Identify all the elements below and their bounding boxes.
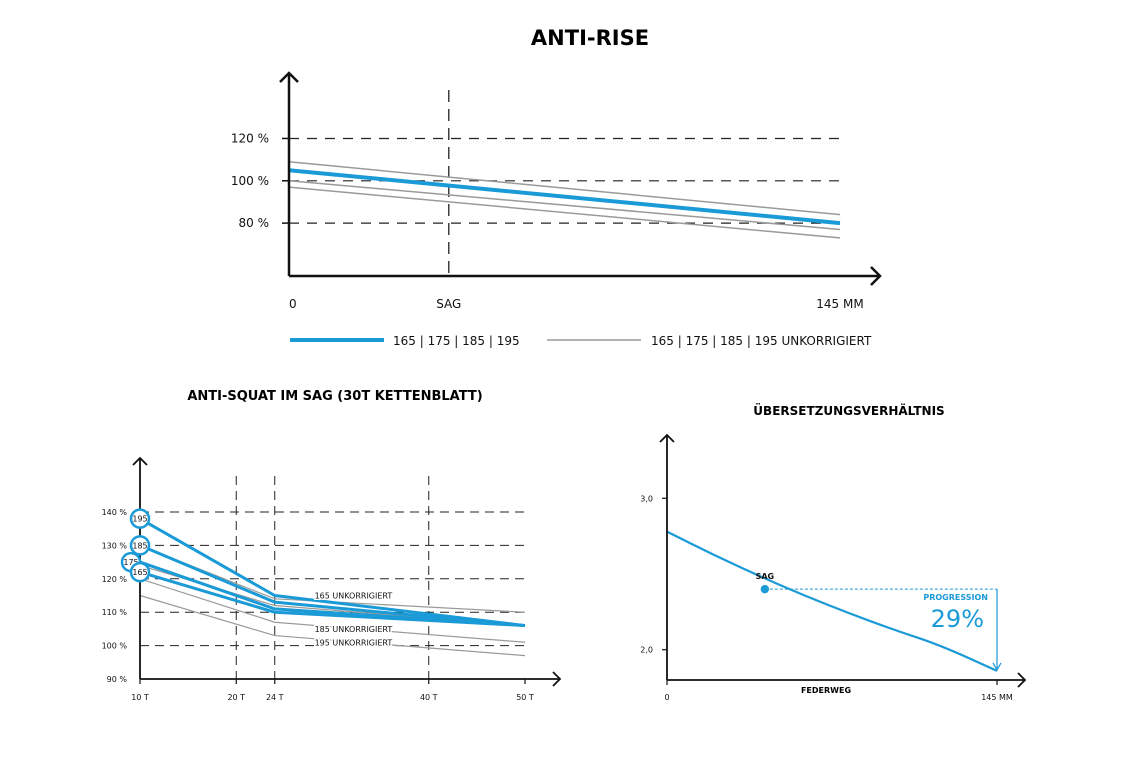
x-tick-label-0: 0 bbox=[664, 693, 669, 702]
y-tick-label-140: 140 % bbox=[102, 508, 128, 517]
x-tick-label-2: 24 T bbox=[266, 693, 284, 702]
y-tick-label-100: 100 % bbox=[231, 174, 269, 188]
x-axis-arrow bbox=[1017, 672, 1027, 688]
ratio-title: ÜBERSETZUNGSVERHÄLTNIS bbox=[753, 403, 944, 418]
anti-rise-chart: ANTI-RISE 80 % 100 % 120 % 0 SAG 145 MM 165 |… bbox=[231, 26, 882, 348]
marker-195 bbox=[129, 508, 151, 529]
series-line-165-7 bbox=[139, 570, 526, 628]
y-axis-arrow bbox=[132, 456, 148, 466]
ratio-curve bbox=[666, 530, 998, 672]
sag-point bbox=[760, 584, 770, 594]
marker-label-175: 175 bbox=[123, 558, 138, 567]
y-tick-label-80: 80 % bbox=[239, 216, 270, 230]
annotation-1: 185 UNKORRIGIERT bbox=[315, 625, 393, 634]
y-tick-label-1: 3,0 bbox=[640, 494, 653, 503]
annotation-2: 195 UNKORRIGIERT bbox=[315, 638, 393, 647]
x-tick-label-4: 50 T bbox=[516, 693, 534, 702]
sag-label: SAG bbox=[756, 572, 775, 581]
legend-corrected-label: 165 | 175 | 185 | 195 bbox=[393, 334, 520, 348]
anti-rise-title: ANTI-RISE bbox=[531, 26, 649, 50]
x-tick-label-1: SAG bbox=[436, 297, 461, 311]
x-tick-label-3: 40 T bbox=[420, 693, 438, 702]
progression-value: 29% bbox=[931, 605, 984, 633]
x-tick-label-1: 145 MM bbox=[981, 693, 1013, 702]
y-tick-label-100: 100 % bbox=[102, 642, 128, 651]
y-axis-arrow bbox=[279, 71, 299, 83]
legend-uncorrected-label: 165 | 175 | 185 | 195 UNKORRIGIERT bbox=[651, 334, 872, 348]
series-line-185-unkorrigiert-2 bbox=[139, 578, 526, 643]
x-axis-arrow bbox=[552, 671, 562, 687]
y-tick-label-90: 90 % bbox=[107, 675, 128, 684]
x-axis-arrow bbox=[870, 266, 882, 286]
y-tick-label-130: 130 % bbox=[102, 541, 128, 550]
series-line-uncorrected-0 bbox=[288, 161, 841, 216]
y-axis-arrow bbox=[659, 433, 675, 443]
progression-label: PROGRESSION bbox=[923, 593, 988, 602]
x-tick-label-1: 20 T bbox=[227, 693, 245, 702]
anti-squat-title: ANTI-SQUAT IM SAG (30T KETTENBLATT) bbox=[187, 389, 482, 404]
marker-label-185: 185 bbox=[132, 541, 147, 550]
y-tick-label-120: 120 % bbox=[102, 575, 128, 584]
progression-arrow-head bbox=[992, 662, 1002, 672]
series-line-195-4 bbox=[139, 517, 526, 628]
series-line-185-5 bbox=[139, 544, 526, 628]
y-tick-label-0: 2,0 bbox=[640, 646, 653, 655]
x-tick-label-0: 10 T bbox=[131, 693, 149, 702]
marker-165 bbox=[129, 561, 151, 583]
ratio-chart: ÜBERSETZUNGSVERHÄLTNIS 2,0 3,0 0 145 MM SAG… bbox=[640, 403, 1027, 702]
x-tick-label-2: 145 MM bbox=[816, 297, 863, 311]
y-tick-label-110: 110 % bbox=[102, 608, 128, 617]
ratio-xlabel: FEDERWEG bbox=[801, 686, 851, 695]
series-line-corrected bbox=[288, 168, 841, 226]
series-line-uncorrected-2 bbox=[288, 186, 841, 239]
series-line-195-unkorrigiert-3 bbox=[139, 594, 526, 657]
marker-label-165: 165 bbox=[132, 568, 147, 577]
anti-squat-chart: ANTI-SQUAT IM SAG (30T KETTENBLATT) 90 %… bbox=[102, 389, 562, 702]
anti-rise-legend: 165 | 175 | 185 | 195 165 | 175 | 185 | … bbox=[290, 334, 872, 348]
marker-label-195: 195 bbox=[132, 515, 147, 524]
series-line-uncorrected-1 bbox=[288, 180, 841, 231]
x-tick-label-0: 0 bbox=[289, 297, 297, 311]
y-tick-label-120: 120 % bbox=[231, 131, 269, 145]
marker-185 bbox=[129, 535, 151, 556]
annotation-0: 165 UNKORRIGIERT bbox=[315, 592, 393, 601]
